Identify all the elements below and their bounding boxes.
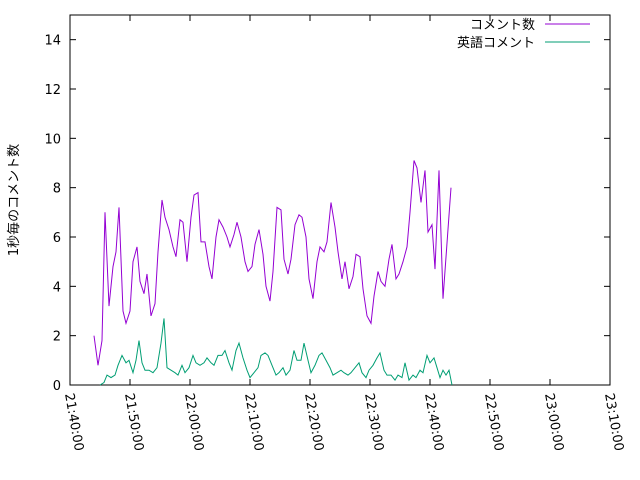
y-tick-label: 4	[53, 280, 61, 295]
legend-label-1: コメント数	[470, 18, 535, 33]
x-axis: 21:40:00 21:50:00 22:00:00 22:10:00 22:20:00…	[61, 15, 626, 452]
series-group	[93, 160, 453, 386]
y-tick-label: 14	[44, 34, 61, 49]
legend-label-2: 英語コメント	[457, 35, 535, 51]
plot-frame	[69, 14, 611, 386]
x-tick-label: 21:50:00	[121, 392, 146, 452]
x-tick-label: 22:10:00	[241, 392, 266, 452]
x-tick-label: 22:00:00	[181, 392, 206, 452]
x-tick-label: 22:20:00	[301, 392, 326, 452]
y-tick-label: 8	[53, 182, 61, 197]
y-tick-label: 0	[53, 379, 61, 394]
y-tick-label: 10	[44, 132, 61, 147]
x-tick-label: 23:10:00	[601, 392, 626, 452]
series-line-1	[93, 160, 452, 366]
series-line-2	[99, 318, 453, 386]
x-tick-label: 22:40:00	[421, 392, 446, 452]
y-axis: 0 2 4 6 8 10 12 14	[44, 34, 610, 394]
x-tick-label: 22:50:00	[481, 392, 506, 452]
x-tick-label: 21:40:00	[61, 392, 86, 452]
x-tick-label: 23:00:00	[541, 392, 566, 452]
y-tick-label: 12	[44, 83, 61, 98]
y-tick-label: 2	[53, 330, 61, 345]
y-tick-label: 6	[53, 231, 61, 246]
x-tick-label: 22:30:00	[361, 392, 386, 452]
y-axis-label: 1秒毎のコメント数	[6, 144, 22, 256]
